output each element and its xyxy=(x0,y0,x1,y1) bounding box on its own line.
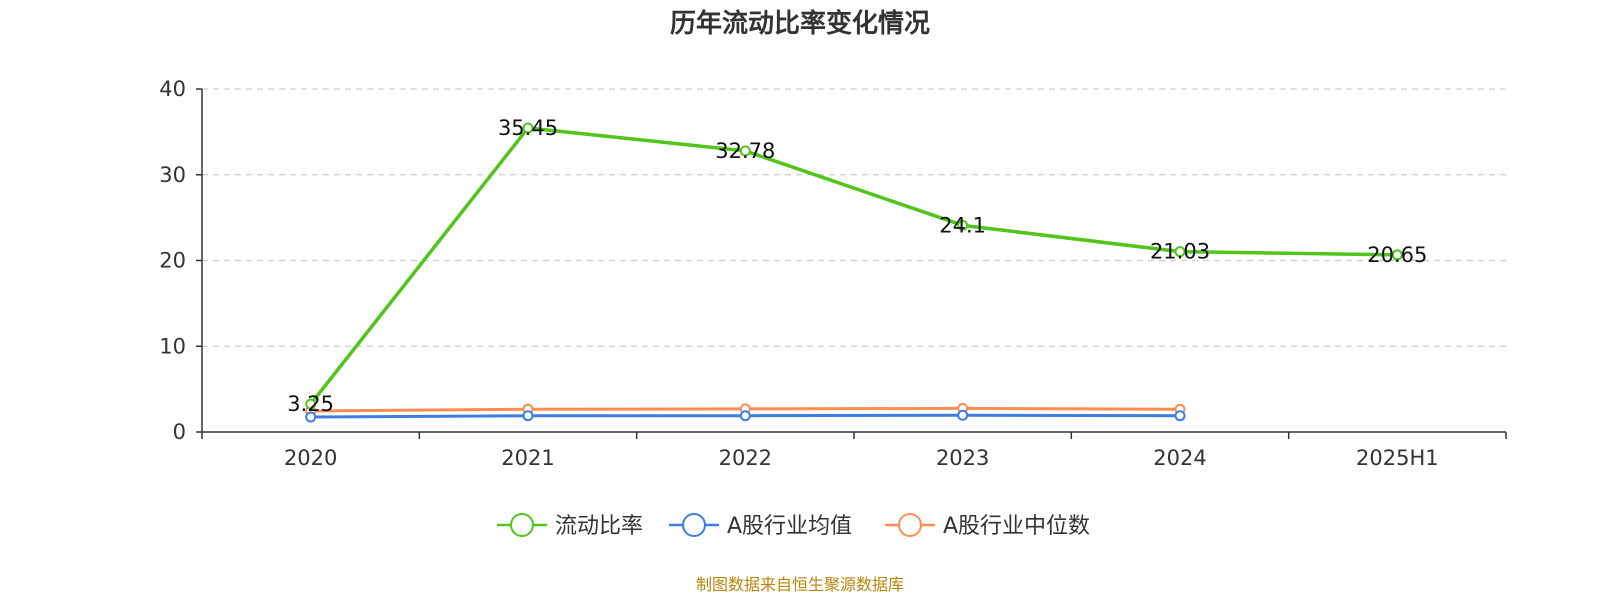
data-point[interactable] xyxy=(957,219,969,231)
y-tick-label: 40 xyxy=(159,77,186,101)
data-labels: 3.25 35.45 32.78 24.1 21.03 20.65 xyxy=(287,116,1427,416)
y-tick-label: 0 xyxy=(173,420,186,444)
data-label: 32.78 xyxy=(715,139,775,163)
data-point[interactable] xyxy=(1174,410,1186,422)
y-tick-label: 30 xyxy=(159,163,186,187)
chart-title: 历年流动比率变化情况 xyxy=(670,8,930,39)
legend-swatch-marker xyxy=(898,513,922,537)
data-point[interactable] xyxy=(1174,246,1186,258)
legend[interactable]: 流动比率 A股行业均值 A股行业中位数 xyxy=(497,513,1090,539)
data-point[interactable] xyxy=(739,410,751,422)
legend-label: A股行业中位数 xyxy=(943,514,1090,539)
legend-item[interactable]: A股行业均值 xyxy=(669,513,852,539)
data-label: 3.25 xyxy=(287,392,334,416)
x-tick-label: 2022 xyxy=(719,446,772,470)
series-lines xyxy=(305,122,1403,423)
data-point[interactable] xyxy=(957,409,969,421)
legend-label: 流动比率 xyxy=(555,514,643,539)
legend-label: A股行业均值 xyxy=(727,514,852,539)
legend-swatch-marker xyxy=(682,513,706,537)
legend-swatch-marker xyxy=(510,513,534,537)
data-point[interactable] xyxy=(522,122,534,134)
legend-item[interactable]: A股行业中位数 xyxy=(885,513,1090,539)
source-note: 制图数据来自恒生聚源数据库 xyxy=(696,575,904,594)
grid-lines xyxy=(202,88,1506,347)
series-0 xyxy=(305,122,1403,410)
y-tick-label: 10 xyxy=(159,334,186,358)
data-label: 21.03 xyxy=(1150,240,1210,264)
series-line xyxy=(309,126,1398,406)
data-point[interactable] xyxy=(522,410,534,422)
data-point[interactable] xyxy=(1391,249,1403,261)
x-tick-label: 2024 xyxy=(1153,446,1206,470)
x-tick-label: 2021 xyxy=(501,446,554,470)
x-tick-label: 2025H1 xyxy=(1356,446,1439,470)
legend-item[interactable]: 流动比率 xyxy=(497,513,643,539)
x-tick-label: 2020 xyxy=(284,446,337,470)
data-label: 35.45 xyxy=(498,116,558,140)
series-1 xyxy=(305,409,1186,423)
data-label: 20.65 xyxy=(1367,243,1427,267)
axes: 0 10 20 30 40 2020 2021 2022 2023 2024 2025H1 xyxy=(159,77,1507,470)
data-point[interactable] xyxy=(739,145,751,157)
data-point[interactable] xyxy=(305,411,317,423)
x-tick-label: 2023 xyxy=(936,446,989,470)
y-tick-label: 20 xyxy=(159,249,186,273)
data-point[interactable] xyxy=(305,398,317,410)
data-label: 24.1 xyxy=(939,213,986,237)
